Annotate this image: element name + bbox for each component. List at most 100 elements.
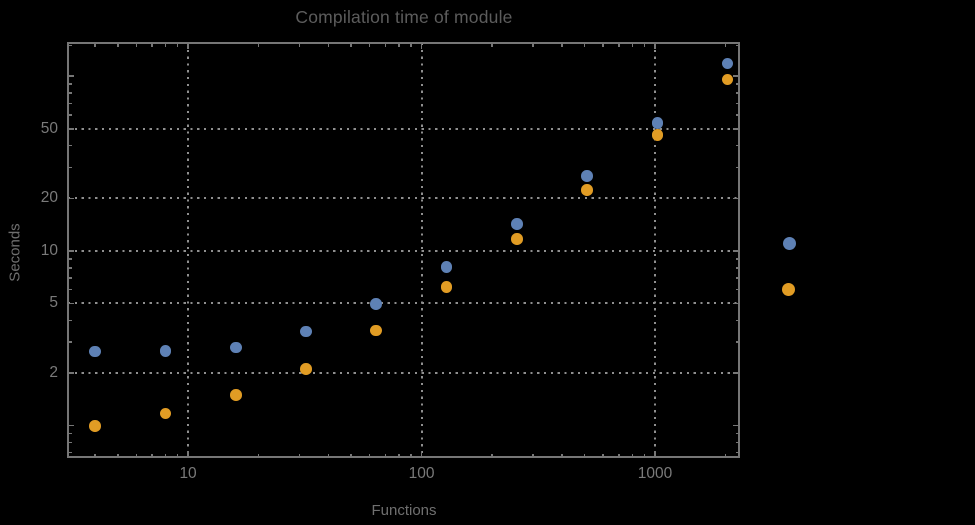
y-tick	[735, 114, 739, 116]
x-tick	[643, 43, 646, 47]
x-tick	[398, 43, 400, 47]
x-gridline	[653, 43, 656, 457]
y-tick	[735, 83, 739, 85]
y-tick	[733, 75, 739, 77]
y-gridline	[68, 371, 739, 374]
data-point-series-1	[511, 217, 523, 230]
x-tick	[491, 453, 493, 457]
y-tick	[733, 197, 739, 200]
x-tick	[257, 43, 260, 47]
y-tick	[68, 114, 72, 116]
x-tick	[631, 43, 634, 47]
x-gridline	[420, 43, 423, 457]
y-tick	[68, 197, 74, 200]
y-tick	[68, 83, 72, 85]
data-point-series-1	[89, 345, 101, 358]
y-gridline	[68, 249, 739, 252]
data-point-series-1	[440, 261, 453, 273]
data-point-series-2	[89, 420, 101, 433]
data-point-series-1	[370, 298, 383, 310]
x-tick-label: 10	[179, 465, 197, 482]
data-point-series-2	[159, 407, 172, 420]
y-tick-label: 20	[40, 189, 58, 207]
y-tick	[68, 451, 72, 454]
y-tick	[733, 424, 739, 427]
data-point-series-1	[721, 57, 734, 70]
y-tick	[68, 44, 72, 47]
y-tick	[733, 128, 739, 130]
data-point-series-2	[721, 73, 734, 86]
x-tick	[561, 43, 563, 47]
x-tick	[420, 43, 423, 49]
legend-marker-series-2	[781, 282, 795, 296]
legend-marker-series-1	[782, 236, 796, 250]
y-tick	[68, 341, 72, 343]
x-tick	[602, 43, 604, 47]
data-point-series-2	[440, 281, 453, 293]
data-point-series-2	[300, 363, 312, 375]
y-tick	[735, 144, 739, 147]
y-tick	[735, 432, 739, 435]
x-tick-label: 1000	[637, 465, 673, 482]
y-tick	[733, 302, 739, 305]
y-tick	[68, 75, 74, 77]
y-tick-label: 2	[49, 363, 58, 381]
data-point-series-2	[581, 184, 593, 196]
x-gridline	[187, 43, 190, 457]
x-axis-label: Functions	[371, 502, 437, 519]
y-tick	[68, 319, 72, 322]
x-tick	[94, 43, 96, 47]
data-point-series-1	[159, 345, 172, 358]
y-tick	[68, 302, 74, 305]
x-tick	[561, 453, 563, 457]
x-tick	[151, 453, 153, 457]
x-tick	[298, 453, 301, 457]
chart-title: Compilation time of module	[295, 7, 513, 27]
x-tick	[135, 453, 138, 457]
x-tick	[187, 43, 189, 49]
x-tick	[410, 43, 412, 47]
y-tick	[735, 102, 739, 105]
y-tick	[735, 441, 739, 444]
y-tick	[68, 267, 72, 269]
y-tick	[68, 92, 72, 94]
y-tick-label: 50	[40, 119, 58, 137]
y-tick	[735, 277, 739, 279]
x-tick	[176, 453, 179, 457]
y-tick	[735, 341, 739, 343]
x-tick	[384, 453, 387, 457]
y-tick	[735, 258, 739, 260]
x-tick	[117, 453, 119, 457]
y-tick-label: 5	[49, 294, 58, 312]
y-tick	[735, 451, 739, 454]
x-tick	[257, 453, 260, 457]
x-tick	[724, 43, 727, 47]
x-tick	[368, 43, 371, 47]
y-tick	[68, 166, 72, 169]
data-point-series-1	[581, 170, 593, 182]
x-tick	[164, 453, 167, 457]
data-point-series-2	[511, 233, 523, 245]
data-point-series-2	[229, 388, 242, 401]
data-point-series-2	[370, 324, 383, 337]
x-tick	[643, 453, 646, 457]
x-tick	[398, 453, 400, 457]
x-tick	[176, 43, 179, 47]
x-tick	[151, 43, 153, 47]
x-tick	[410, 453, 412, 457]
plot-frame	[67, 42, 740, 458]
x-tick	[135, 43, 138, 47]
y-tick	[68, 441, 72, 444]
y-tick	[733, 372, 739, 374]
data-point-series-1	[651, 117, 664, 129]
x-tick	[298, 43, 301, 47]
x-tick	[618, 453, 620, 457]
x-tick	[350, 43, 352, 47]
y-tick	[68, 102, 72, 105]
y-gridline	[68, 197, 739, 200]
x-tick	[602, 453, 604, 457]
x-tick	[583, 453, 586, 457]
y-tick	[735, 44, 739, 47]
x-tick	[654, 43, 656, 49]
